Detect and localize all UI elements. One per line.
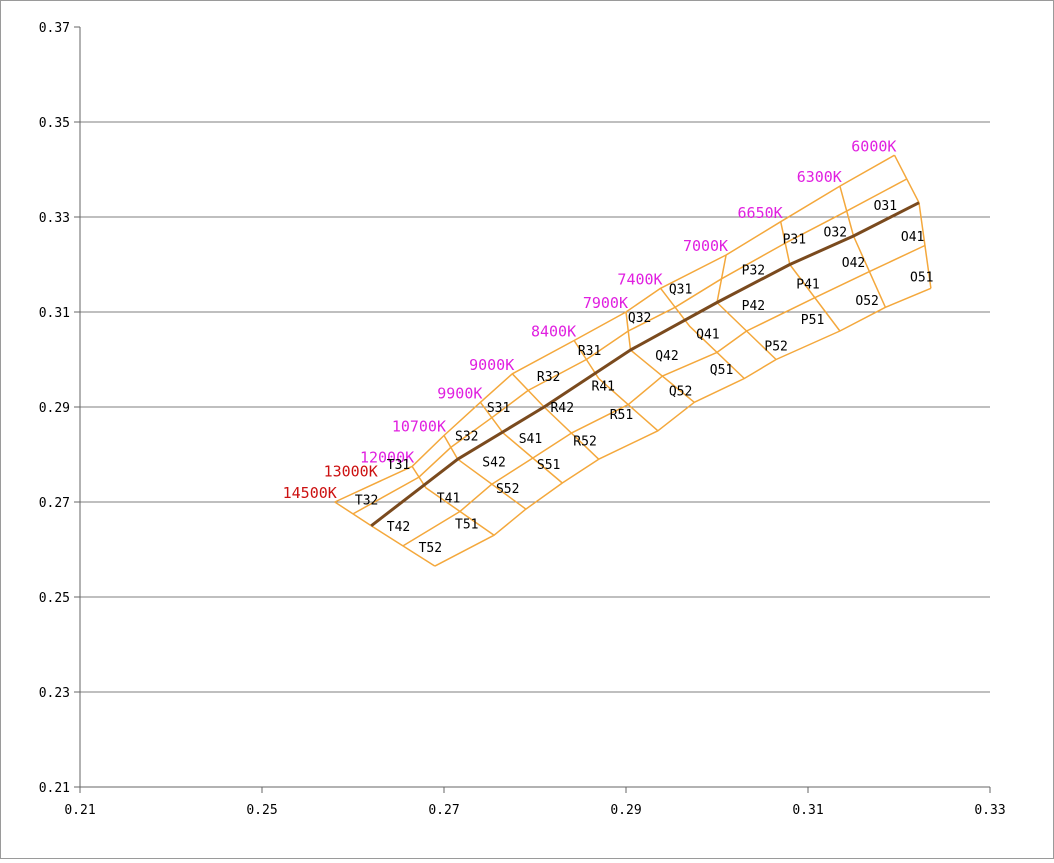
bin-label: R32: [537, 370, 560, 385]
bin-label: T32: [355, 494, 378, 509]
y-tick-label: 0.29: [39, 401, 70, 416]
cct-label: 9000K: [469, 356, 514, 374]
cct-label-layer: 6000K 6300K 6650K 7000K 7400K 7900K 8400K 9000K…: [283, 137, 897, 502]
cct-label: 7000K: [683, 237, 728, 255]
bin-label: Q41: [696, 327, 719, 342]
bin-label: O42: [842, 256, 865, 271]
x-tick-label: 0.21: [64, 803, 95, 818]
bin-label: P42: [742, 299, 765, 314]
bin-label: R41: [592, 380, 615, 395]
y-tick-label: 0.23: [39, 686, 70, 701]
bin-label: P51: [801, 313, 824, 328]
bin-label: T31: [387, 458, 410, 473]
bin-label: O51: [910, 270, 933, 285]
y-tick-label: 0.33: [39, 211, 70, 226]
bin-label: S31: [487, 401, 510, 416]
bin-label: T42: [387, 520, 410, 535]
cct-label: 6650K: [738, 204, 783, 222]
bin-label: O31: [874, 199, 897, 214]
bin-label: O32: [824, 225, 847, 240]
bin-label: P41: [796, 278, 819, 293]
bin-outline-layer: [334, 154, 932, 567]
x-tick-label: 0.25: [246, 803, 277, 818]
y-tick-label: 0.27: [39, 496, 70, 511]
bin-row-divider: [352, 178, 908, 515]
bin-label: Q31: [669, 282, 692, 297]
bin-label: R31: [578, 344, 601, 359]
bin-label: S52: [496, 482, 519, 497]
bin-column-divider: [573, 340, 659, 432]
bin-upper-boundary: [334, 154, 895, 503]
x-tick-label: 0.33: [974, 803, 1005, 818]
cct-label: 14500K: [283, 484, 337, 502]
bin-label: T52: [419, 541, 442, 556]
bin-label: P32: [742, 263, 765, 278]
planckian-locus-layer: [370, 201, 920, 527]
bin-label: O41: [901, 230, 924, 245]
bin-lower-boundary: [434, 287, 932, 567]
cct-label: 6300K: [797, 168, 842, 186]
bin-label-layer: O31 O32 O41 O42 O51 O52 P31 P32 P41 P42 P51 P52 Q31 Q…: [355, 199, 934, 556]
planckian-locus-line: [370, 201, 920, 527]
cct-label: 7400K: [617, 270, 662, 288]
cct-label: 12000K: [360, 448, 414, 466]
axis-layer: 0.37 0.35 0.33 0.31 0.29 0.27 0.25 0.23 0.21 0.21…: [39, 21, 1006, 818]
bin-column-divider: [660, 287, 745, 380]
bin-label: O52: [855, 294, 878, 309]
y-tick-label: 0.21: [39, 781, 70, 796]
cct-label: 9900K: [437, 384, 482, 402]
cct-label: 13000K: [324, 463, 378, 481]
bin-label: Q32: [628, 311, 651, 326]
bin-label: P31: [783, 232, 806, 247]
y-tick-label: 0.37: [39, 21, 70, 36]
bin-label: Q42: [655, 349, 678, 364]
bin-label: S41: [519, 432, 542, 447]
cct-label: 8400K: [531, 323, 576, 341]
bin-row-divider: [402, 244, 926, 547]
bin-label: T51: [455, 517, 478, 532]
bin-label: R51: [610, 408, 633, 423]
x-tick-label: 0.29: [610, 803, 641, 818]
cct-label: 7900K: [583, 294, 628, 312]
cct-label: 10700K: [392, 418, 446, 436]
bin-label: P52: [764, 339, 787, 354]
cct-label: 6000K: [851, 137, 896, 155]
bin-label: S32: [455, 430, 478, 445]
bin-label: T41: [437, 491, 460, 506]
y-tick-label: 0.25: [39, 591, 70, 606]
bin-label: R52: [573, 434, 596, 449]
grid-layer: [80, 121, 990, 693]
x-tick-label: 0.27: [428, 803, 459, 818]
bin-label: S42: [482, 456, 505, 471]
bin-label: R42: [551, 401, 574, 416]
bin-label: S51: [537, 458, 560, 473]
x-tick-label: 0.31: [792, 803, 823, 818]
bin-label: Q52: [669, 384, 692, 399]
bin-column-divider: [411, 465, 495, 536]
y-tick-label: 0.35: [39, 116, 70, 131]
bin-label: Q51: [710, 363, 733, 378]
y-tick-label: 0.31: [39, 306, 70, 321]
